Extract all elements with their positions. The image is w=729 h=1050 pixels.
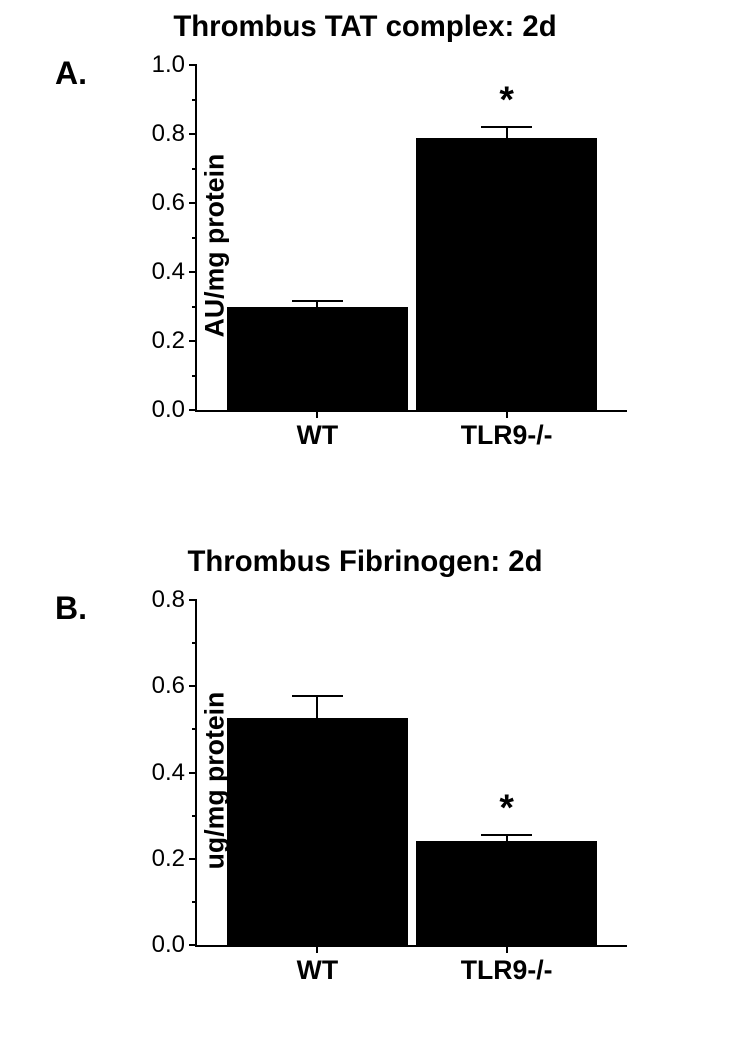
panelA-ytick-minor xyxy=(192,306,197,308)
panelA-bar xyxy=(416,138,597,410)
panelA-ytick xyxy=(189,202,197,204)
panelB-ytick-minor xyxy=(192,642,197,644)
panelB-ytick-minor xyxy=(192,728,197,730)
panelA-xtick xyxy=(316,410,318,418)
panelA-plot-area: 0.00.20.40.60.81.0AU/mg proteinWTTLR9-/-… xyxy=(195,65,627,412)
panelA-ylabel: AU/mg protein xyxy=(200,136,231,356)
panelA-label: A. xyxy=(55,55,87,92)
panelA: A.Thrombus TAT complex: 2d0.00.20.40.60.… xyxy=(55,10,675,490)
panelA-category-label: WT xyxy=(297,420,338,451)
panelB-ytick xyxy=(189,599,197,601)
panelB: B.Thrombus Fibrinogen: 2d0.00.20.40.60.8… xyxy=(55,545,675,1025)
panelB-category-label: TLR9-/- xyxy=(461,955,553,986)
panelB-category-label: WT xyxy=(297,955,338,986)
panelA-title: Thrombus TAT complex: 2d xyxy=(55,10,675,44)
panelA-category-label: TLR9-/- xyxy=(461,420,553,451)
panelB-plot-area: 0.00.20.40.60.8ug/mg proteinWTTLR9-/-* xyxy=(195,600,627,947)
figure: A.Thrombus TAT complex: 2d0.00.20.40.60.… xyxy=(0,0,729,1050)
panelB-ytick-label: 0.6 xyxy=(127,672,185,700)
panelB-ytick xyxy=(189,944,197,946)
panelA-errorbar-stem xyxy=(316,301,318,309)
panelA-xtick xyxy=(506,410,508,418)
panelB-ytick xyxy=(189,858,197,860)
panelB-errorbar-stem xyxy=(316,696,318,718)
panelB-errorbar-cap xyxy=(481,834,532,836)
panelB-ytick xyxy=(189,685,197,687)
panelA-ytick-label: 0.4 xyxy=(127,258,185,286)
panelB-ytick-label: 0.2 xyxy=(127,845,185,873)
panelA-ytick-minor xyxy=(192,375,197,377)
panelB-ytick-label: 0.4 xyxy=(127,759,185,787)
panelA-significance-marker: * xyxy=(499,78,514,121)
panelB-ytick-label: 0.8 xyxy=(127,586,185,614)
panelA-ytick-minor xyxy=(192,237,197,239)
panelA-ytick xyxy=(189,64,197,66)
panelA-ytick-label: 0.2 xyxy=(127,327,185,355)
panelA-ytick xyxy=(189,340,197,342)
panelB-ytick-minor xyxy=(192,901,197,903)
panelB-bar xyxy=(227,718,408,945)
panelA-errorbar-cap xyxy=(292,300,343,302)
panelB-ylabel: ug/mg protein xyxy=(200,671,231,891)
panelB-significance-marker: * xyxy=(499,786,514,829)
panelA-bar xyxy=(227,307,408,410)
panelA-errorbar-stem xyxy=(506,127,508,139)
panelA-ytick xyxy=(189,133,197,135)
panelA-ytick-label: 1.0 xyxy=(127,51,185,79)
panelA-ytick xyxy=(189,409,197,411)
panelB-xtick xyxy=(506,945,508,953)
panelB-title: Thrombus Fibrinogen: 2d xyxy=(55,545,675,579)
panelB-ytick xyxy=(189,772,197,774)
panelA-ytick xyxy=(189,271,197,273)
panelA-ytick-label: 0.0 xyxy=(127,396,185,424)
panelB-xtick xyxy=(316,945,318,953)
panelB-ytick-label: 0.0 xyxy=(127,931,185,959)
panelB-ytick-minor xyxy=(192,815,197,817)
panelA-ytick-label: 0.6 xyxy=(127,189,185,217)
panelA-ytick-label: 0.8 xyxy=(127,120,185,148)
panelA-errorbar-cap xyxy=(481,126,532,128)
panelB-bar xyxy=(416,841,597,946)
panelA-ytick-minor xyxy=(192,168,197,170)
panelB-errorbar-cap xyxy=(292,695,343,697)
panelB-label: B. xyxy=(55,590,87,627)
panelA-ytick-minor xyxy=(192,99,197,101)
